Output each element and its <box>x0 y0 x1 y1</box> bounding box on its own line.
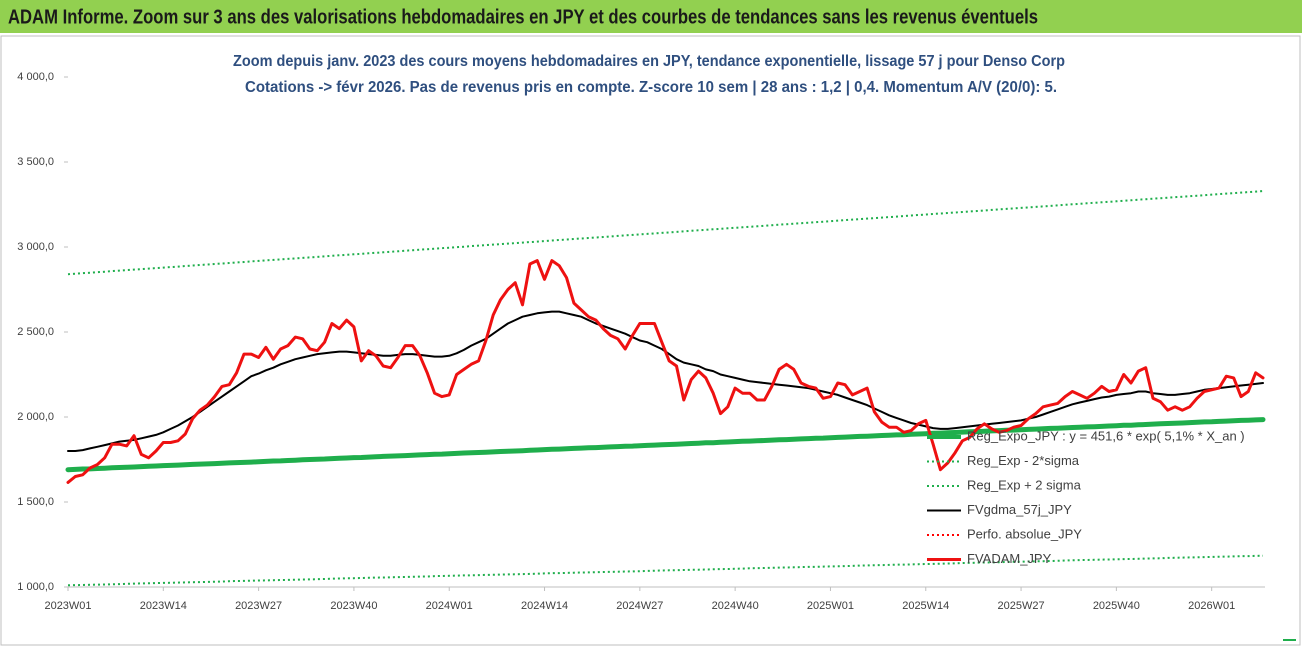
x-tick-label: 2024W14 <box>521 600 568 612</box>
x-tick-label: 2026W01 <box>1188 600 1235 612</box>
x-tick-label: 2025W01 <box>807 600 854 612</box>
x-tick-label: 2025W40 <box>1093 600 1140 612</box>
legend-label: Reg_Exp + 2 sigma <box>967 477 1082 492</box>
x-tick-label: 2024W27 <box>616 600 663 612</box>
y-tick-label: 4 000,0 <box>17 71 54 83</box>
chart-subtitle: Zoom depuis janv. 2023 des cours moyens … <box>233 53 1065 70</box>
x-tick-label: 2023W27 <box>235 600 282 612</box>
legend-label: Reg_Exp - 2*sigma <box>967 453 1080 468</box>
legend-label: FVADAM_JPY <box>967 551 1052 566</box>
x-tick-label: 2023W01 <box>44 600 91 612</box>
y-tick-label: 1 500,0 <box>17 496 54 508</box>
series-line <box>66 259 1265 484</box>
x-tick-label: 2024W01 <box>426 600 473 612</box>
header-bar <box>0 0 1302 33</box>
x-tick-label: 2025W14 <box>902 600 949 612</box>
chart-subtitle: Cotations -> févr 2026. Pas de revenus p… <box>245 79 1057 96</box>
y-tick-label: 3 500,0 <box>17 156 54 168</box>
legend-label: FVgdma_57j_JPY <box>967 502 1072 517</box>
chart-border <box>0 35 1301 646</box>
series-line <box>67 190 1264 276</box>
series-line <box>65 417 1266 473</box>
legend-label: Perfo. absolue_JPY <box>967 526 1082 541</box>
y-tick-label: 1 000,0 <box>17 581 54 593</box>
y-tick-label: 2 500,0 <box>17 326 54 338</box>
legend-label: Reg_Expo_JPY : y = 451,6 * exp( 5,1% * X… <box>967 428 1245 443</box>
x-tick-label: 2023W14 <box>140 600 187 612</box>
chart-title: ADAM Informe. Zoom sur 3 ans des valoris… <box>8 6 1038 28</box>
series-line <box>67 554 1264 587</box>
y-tick-label: 2 000,0 <box>17 411 54 423</box>
x-tick-label: 2024W40 <box>712 600 759 612</box>
y-tick-label: 3 000,0 <box>17 241 54 253</box>
x-tick-label: 2023W40 <box>330 600 377 612</box>
x-tick-label: 2025W27 <box>998 600 1045 612</box>
